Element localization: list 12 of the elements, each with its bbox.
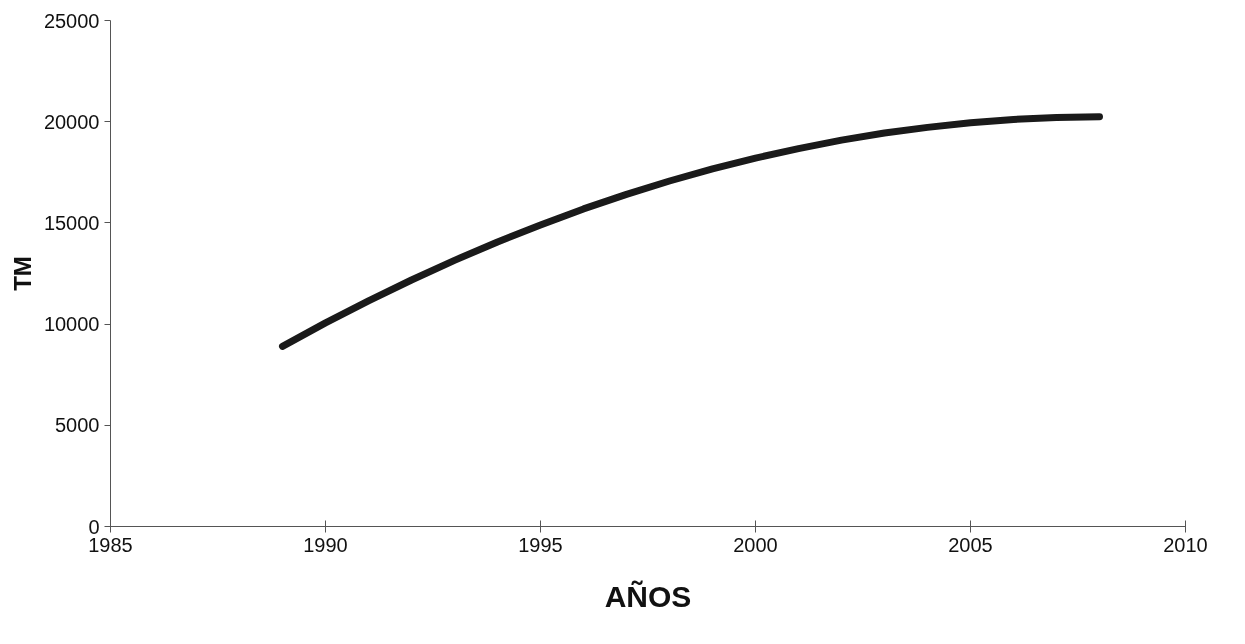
x-tick-label: 1990 bbox=[303, 533, 348, 556]
y-tick-label: 20000 bbox=[43, 110, 100, 133]
y-tick-label: 15000 bbox=[43, 211, 100, 234]
y-tick-label: 5000 bbox=[55, 414, 100, 437]
y-tick-label: 10000 bbox=[43, 313, 100, 336]
x-axis-title: AÑOS bbox=[604, 579, 692, 613]
x-tick-label: 2010 bbox=[1163, 533, 1208, 556]
x-tick-label: 2005 bbox=[948, 533, 993, 556]
y-axis-title: TM bbox=[8, 256, 36, 291]
x-tick-label: 1995 bbox=[518, 533, 563, 556]
y-tick-label: 25000 bbox=[43, 9, 100, 32]
x-tick-label: 2000 bbox=[733, 533, 778, 556]
